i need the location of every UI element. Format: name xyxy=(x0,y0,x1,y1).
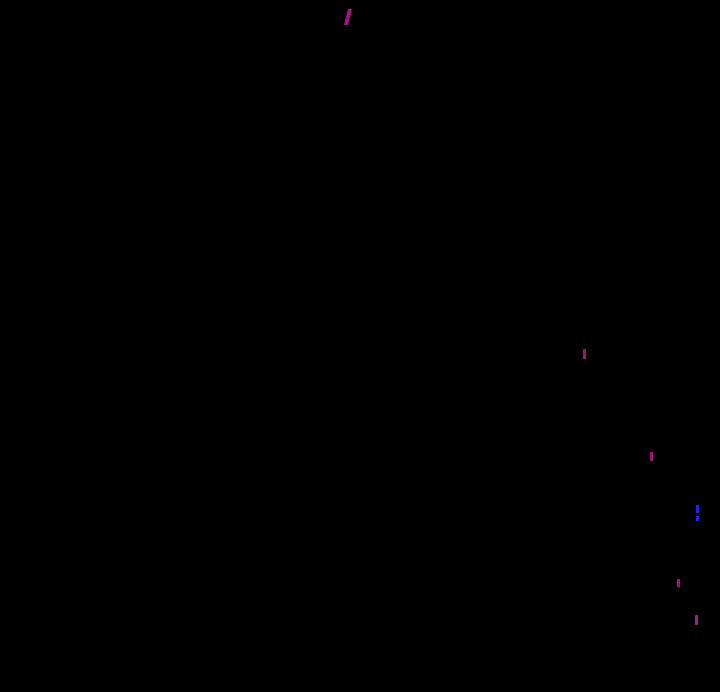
blue-split-mark-upper-segment xyxy=(696,505,699,513)
blue-split-mark xyxy=(696,505,699,521)
magenta-tick-lower-right xyxy=(677,579,680,587)
magenta-tick-upper-right xyxy=(583,349,586,359)
blue-split-mark-lower-segment xyxy=(696,516,699,521)
magenta-slanted-stroke xyxy=(344,9,352,25)
magenta-tick-bottom-right xyxy=(695,615,698,625)
magenta-tick-mid-right xyxy=(650,452,653,461)
